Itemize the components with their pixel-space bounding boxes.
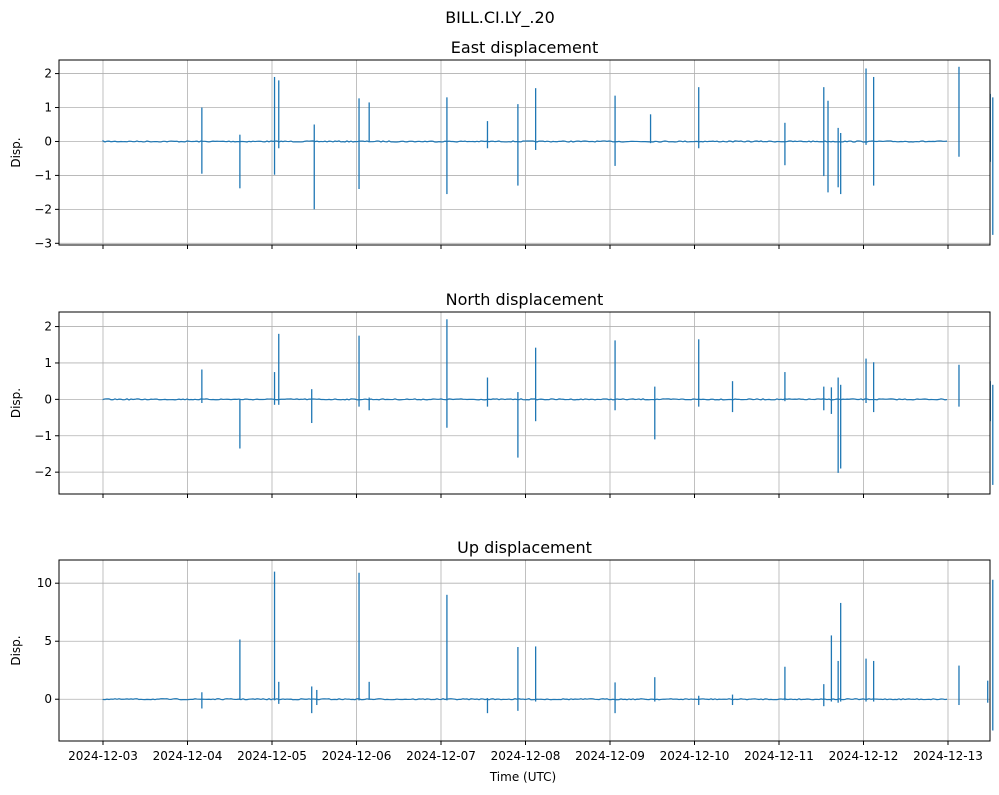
x-tick-label: 2024-12-13 <box>913 749 983 763</box>
x-tick-label: 2024-12-08 <box>491 749 561 763</box>
x-axis-label: Time (UTC) <box>489 770 556 784</box>
panel-title: East displacement <box>451 38 598 57</box>
x-tick-label: 2024-12-05 <box>237 749 307 763</box>
y-tick-label: 5 <box>44 634 52 648</box>
x-tick-label: 2024-12-09 <box>575 749 645 763</box>
x-tick-label: 2024-12-12 <box>829 749 899 763</box>
axes-frame <box>58 311 991 495</box>
x-tick-label: 2024-12-11 <box>744 749 814 763</box>
axes-frame <box>58 559 991 742</box>
x-tick-label: 2024-12-04 <box>153 749 223 763</box>
y-tick-label: −1 <box>34 429 52 443</box>
y-tick-label: 0 <box>44 392 52 406</box>
figure-suptitle: BILL.CI.LY_.20 <box>445 8 555 28</box>
x-tick-label: 2024-12-10 <box>660 749 730 763</box>
y-tick-label: −2 <box>34 465 52 479</box>
y-axis-label: Disp. <box>9 635 23 665</box>
y-tick-label: −3 <box>34 236 52 250</box>
y-tick-label: 0 <box>44 134 52 148</box>
y-tick-label: 1 <box>44 356 52 370</box>
y-tick-label: −1 <box>34 168 52 182</box>
y-axis-label: Disp. <box>9 388 23 418</box>
y-tick-label: 1 <box>44 101 52 115</box>
y-tick-label: −2 <box>34 202 52 216</box>
series-baseline <box>102 139 948 143</box>
panel-title: North displacement <box>446 290 604 309</box>
panel-1: 2 1 0 −1 −2 −3 East displacement Disp. <box>9 38 994 250</box>
y-tick-label: 10 <box>37 576 52 590</box>
panel-2: 2 1 0 −1 −2 North displacement Disp. <box>9 290 994 498</box>
y-tick-label: 2 <box>44 320 52 334</box>
x-tick-label: 2024-12-03 <box>68 749 138 763</box>
y-axis-label: Disp. <box>9 137 23 167</box>
panel-3: 10 5 0 2024-12-03 2024-12-04 2024-12-05 2024-1… <box>9 538 994 763</box>
x-tick-label: 2024-12-06 <box>322 749 392 763</box>
x-tick-label: 2024-12-07 <box>406 749 476 763</box>
series-baseline <box>102 398 948 401</box>
y-tick-label: 2 <box>44 67 52 81</box>
series-baseline <box>102 698 948 701</box>
panel-title: Up displacement <box>457 538 592 557</box>
axes-frame <box>58 59 991 246</box>
y-tick-label: 0 <box>44 692 52 706</box>
